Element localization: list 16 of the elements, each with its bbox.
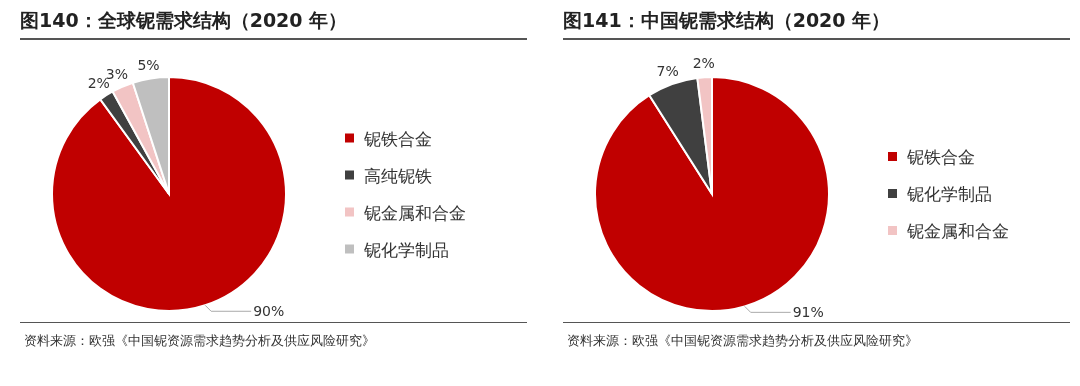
legend-label: 高纯铌铁 xyxy=(364,165,432,186)
legend-label: 铌铁合金 xyxy=(363,128,432,149)
chart-title: 图141：中国铌需求结构（2020 年） xyxy=(563,8,891,33)
legend-label: 铌化学制品 xyxy=(363,239,449,260)
legend-label: 铌铁合金 xyxy=(906,147,975,167)
data-label: 91% xyxy=(792,304,824,321)
data-label: 2% xyxy=(692,55,715,72)
data-label: 7% xyxy=(656,62,679,79)
legend-label: 铌金属和合金 xyxy=(363,202,466,223)
text: 资料来源：欧强《中国铌资源需求趋势分析及供应风险研究》 xyxy=(567,332,918,350)
data-label: 90% xyxy=(253,303,285,320)
legend-label: 铌化学制品 xyxy=(906,184,992,204)
text: 资料来源：欧强《中国铌资源需求趋势分析及供应风险研究》 xyxy=(24,332,375,350)
data-label: 5% xyxy=(137,56,160,73)
chart-title: 图140：全球铌需求结构（2020 年） xyxy=(20,8,348,33)
legend-label: 铌金属和合金 xyxy=(906,221,1009,241)
